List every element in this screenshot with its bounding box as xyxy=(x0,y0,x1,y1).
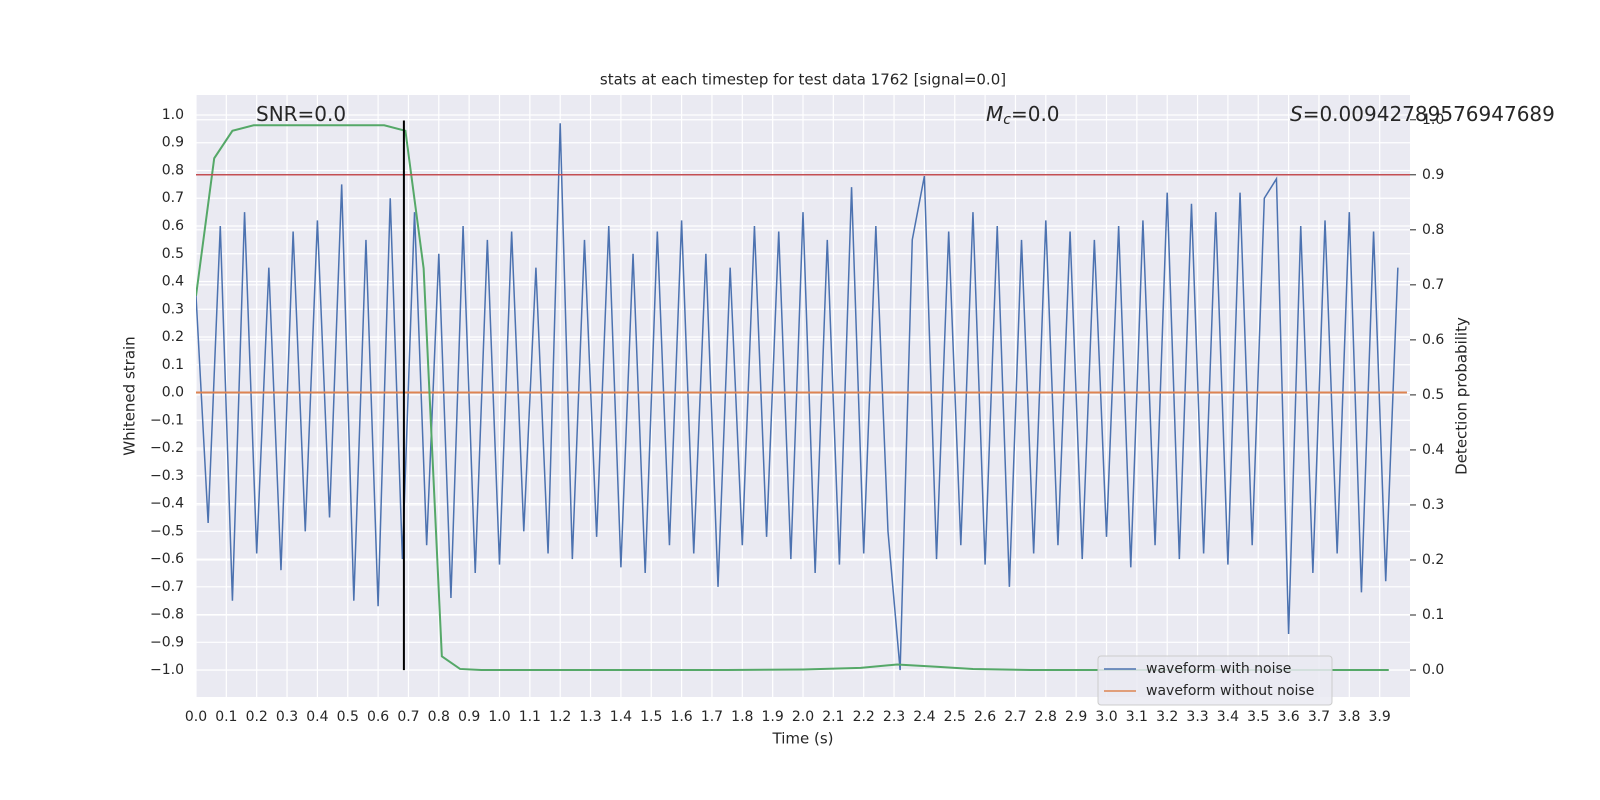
x-tick-label: 1.2 xyxy=(549,709,571,725)
y2-tick-label: 0.7 xyxy=(1422,277,1444,293)
x-tick-label: 2.1 xyxy=(822,709,844,725)
x-tick-label: 0.5 xyxy=(337,709,359,725)
y-tick-label: 0.6 xyxy=(162,218,184,234)
x-tick-label: 3.3 xyxy=(1186,709,1208,725)
x-tick-label: 1.3 xyxy=(579,709,601,725)
x-tick-label: 2.9 xyxy=(1065,709,1087,725)
x-tick-label: 3.6 xyxy=(1277,709,1299,725)
x-tick-label: 1.6 xyxy=(670,709,692,725)
x-tick-label: 2.8 xyxy=(1035,709,1057,725)
y2-tick-label: 0.8 xyxy=(1422,222,1444,238)
x-tick-label: 3.4 xyxy=(1217,709,1239,725)
marks xyxy=(196,120,1410,672)
x-tick-label: 2.2 xyxy=(853,709,875,725)
x-tick-label: 3.1 xyxy=(1126,709,1148,725)
y-tick-label: −0.7 xyxy=(150,579,184,595)
x-tick-label: 1.4 xyxy=(610,709,632,725)
y-tick-label: −0.2 xyxy=(150,440,184,456)
x-tick-label: 3.7 xyxy=(1308,709,1330,725)
x-tick-label: 2.7 xyxy=(1004,709,1026,725)
annotation-symbol: M xyxy=(986,102,1003,126)
y-tick-label: −0.3 xyxy=(150,468,184,484)
x-tick-label: 0.7 xyxy=(397,709,419,725)
x-tick-label: 0.9 xyxy=(458,709,480,725)
x-tick-label: 1.8 xyxy=(731,709,753,725)
x-tick-label: 3.0 xyxy=(1095,709,1117,725)
y-tick-label: 0.5 xyxy=(162,246,184,262)
x-tick-label: 0.2 xyxy=(246,709,268,725)
y-tick-label: 0.9 xyxy=(162,135,184,151)
legend-label: waveform with noise xyxy=(1146,661,1291,677)
y-tick-label: −0.8 xyxy=(150,607,184,623)
chart-title: stats at each timestep for test data 176… xyxy=(600,71,1006,89)
x-tick-label: 0.4 xyxy=(306,709,328,725)
y-tick-label: 0.2 xyxy=(162,329,184,345)
y2-tick-label: 0.3 xyxy=(1422,497,1444,513)
annotation: SNR=0.0 xyxy=(256,102,346,126)
series-line xyxy=(196,124,1389,672)
x-tick-label: 1.5 xyxy=(640,709,662,725)
y-tick-label: −0.9 xyxy=(150,634,184,650)
y2-tick-label: 0.2 xyxy=(1422,552,1444,568)
annotation-text: =0.0 xyxy=(1011,102,1060,126)
y2-tick-label: 0.5 xyxy=(1422,387,1444,403)
x-tick-label: 3.8 xyxy=(1338,709,1360,725)
x-tick-label: 0.1 xyxy=(215,709,237,725)
y-tick-label: 1.0 xyxy=(162,107,184,123)
y-tick-label: 0.1 xyxy=(162,357,184,373)
y2-tick-label: 0.4 xyxy=(1422,442,1444,458)
y2-tick-label: 0.6 xyxy=(1422,332,1444,348)
x-tick-label: 2.5 xyxy=(944,709,966,725)
legend-label: waveform without noise xyxy=(1146,683,1314,699)
legend-box xyxy=(1097,655,1333,706)
y-axis-label: Whitened strain xyxy=(121,336,139,455)
y2-tick-label: 0.0 xyxy=(1422,662,1444,678)
y-tick-label: −1.0 xyxy=(150,662,184,678)
x-tick-label: 1.0 xyxy=(488,709,510,725)
y2-tick-label: 0.9 xyxy=(1422,167,1444,183)
x-tick-label: 2.3 xyxy=(883,709,905,725)
x-tick-label: 3.5 xyxy=(1247,709,1269,725)
y2-tick-label: 1.0 xyxy=(1422,112,1444,128)
y-tick-label: 0.7 xyxy=(162,190,184,206)
x-tick-label: 2.4 xyxy=(913,709,935,725)
y-tick-label: 0.3 xyxy=(162,301,184,317)
y-tick-label: 0.8 xyxy=(162,162,184,178)
y-tick-label: 0.4 xyxy=(162,274,184,290)
y-tick-label: −0.5 xyxy=(150,523,184,539)
y2-tick-label: 0.1 xyxy=(1422,607,1444,623)
y-tick-label: −0.4 xyxy=(150,496,184,512)
x-tick-label: 3.2 xyxy=(1156,709,1178,725)
x-tick-label: 1.7 xyxy=(701,709,723,725)
y-tick-label: −0.6 xyxy=(150,551,184,567)
axes: 0.0 0.1 0.2 0.3 0.4 0.5 0.6 0.7 0.8 0.9 1.0 1.1 1.2 1… xyxy=(150,107,1444,725)
annotation-symbol: S xyxy=(1290,102,1303,126)
x-tick-label: 0.6 xyxy=(367,709,389,725)
series-line xyxy=(196,123,1399,671)
x-tick-label: 0.8 xyxy=(428,709,450,725)
x-tick-label: 0.0 xyxy=(185,709,207,725)
legend: waveform with noise waveform without nois… xyxy=(1097,655,1333,706)
x-tick-label: 1.1 xyxy=(519,709,541,725)
annotation-text: =0.00942789576947689 xyxy=(1303,102,1555,126)
annotation: S=0.00942789576947689 xyxy=(1290,102,1555,126)
annotation-subscript: c xyxy=(1003,112,1011,128)
x-tick-label: 3.9 xyxy=(1369,709,1391,725)
annotation-text: SNR=0.0 xyxy=(256,102,346,126)
grid xyxy=(195,95,1410,697)
x-axis-label: Time (s) xyxy=(772,730,834,748)
x-tick-label: 2.6 xyxy=(974,709,996,725)
x-tick-label: 2.0 xyxy=(792,709,814,725)
y2-axis-label: Detection probability xyxy=(1453,317,1471,475)
x-tick-label: 0.3 xyxy=(276,709,298,725)
y-tick-label: 0.0 xyxy=(162,385,184,401)
annotation: Mc=0.0 xyxy=(986,102,1060,129)
x-tick-label: 1.9 xyxy=(762,709,784,725)
y-tick-label: −0.1 xyxy=(150,412,184,428)
